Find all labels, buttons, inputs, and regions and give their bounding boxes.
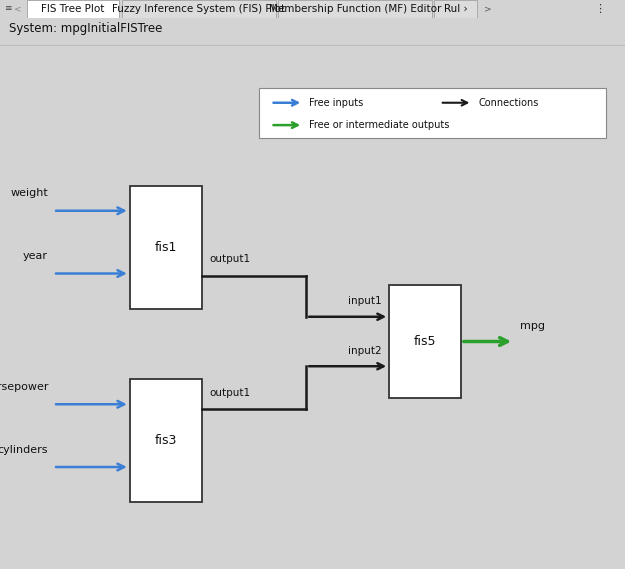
Text: ⋮: ⋮ — [594, 4, 606, 14]
Text: fis1: fis1 — [154, 241, 177, 254]
Bar — [27, 0, 119, 18]
Text: weight: weight — [11, 188, 48, 199]
Text: Connections: Connections — [479, 98, 539, 108]
Text: >: > — [484, 5, 492, 14]
Text: Free or intermediate outputs: Free or intermediate outputs — [309, 120, 450, 130]
Text: input2: input2 — [348, 345, 381, 356]
Text: horsepower: horsepower — [0, 382, 48, 392]
Text: cylinders: cylinders — [0, 445, 48, 455]
Text: mpg: mpg — [520, 321, 545, 331]
Text: fis3: fis3 — [154, 434, 177, 447]
Bar — [130, 380, 201, 502]
Text: output1: output1 — [209, 254, 250, 265]
Bar — [434, 0, 477, 18]
Text: ≡: ≡ — [4, 5, 11, 14]
Text: Membership Function (MF) Editor: Membership Function (MF) Editor — [269, 4, 441, 14]
Bar — [122, 0, 276, 18]
Text: Fuzzy Inference System (FIS) Plot: Fuzzy Inference System (FIS) Plot — [112, 4, 285, 14]
Text: <: < — [14, 5, 21, 14]
Bar — [259, 88, 606, 138]
Text: input1: input1 — [348, 296, 381, 306]
Text: year: year — [23, 251, 48, 261]
Text: Rul ›: Rul › — [444, 4, 468, 14]
Bar — [389, 285, 461, 398]
Text: FIS Tree Plot: FIS Tree Plot — [41, 4, 105, 14]
Text: fis5: fis5 — [414, 335, 436, 348]
Bar — [278, 0, 432, 18]
Text: System: mpgInitialFISTree: System: mpgInitialFISTree — [9, 22, 162, 35]
Text: Free inputs: Free inputs — [309, 98, 364, 108]
Bar — [130, 186, 201, 309]
Text: output1: output1 — [209, 387, 250, 398]
